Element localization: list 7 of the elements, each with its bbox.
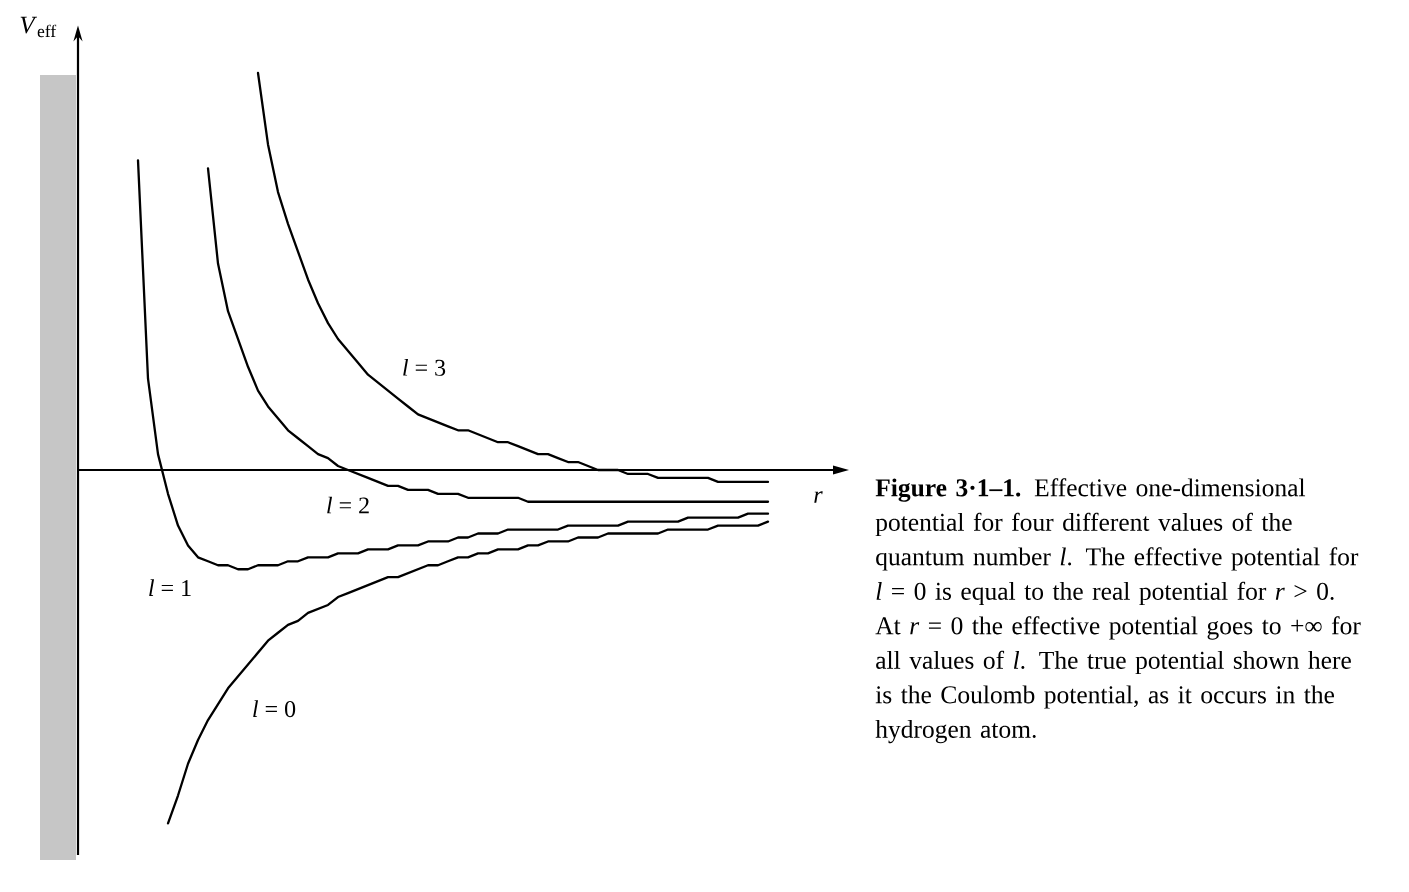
series-label: l = 1	[149, 579, 191, 596]
series-label: l = 2	[327, 496, 369, 514]
series-label: l = 3	[403, 358, 446, 376]
y-axis-title: V$_{eff}$	[20, 16, 57, 38]
x-axis-title: r	[814, 491, 823, 503]
text: Figure 3·1–1. Effective one-dimensional potential for four different values of the quantum number l. The effective potential for l = 0 is equal to the real potential for r > 0. At r = 0 the effective potential goes to +∞ for all values of l. The true potential shown here is the Coulomb potential, as it occurs in the hydrogen atom.	[875, 478, 1361, 744]
series-label: l = 0	[253, 700, 296, 718]
